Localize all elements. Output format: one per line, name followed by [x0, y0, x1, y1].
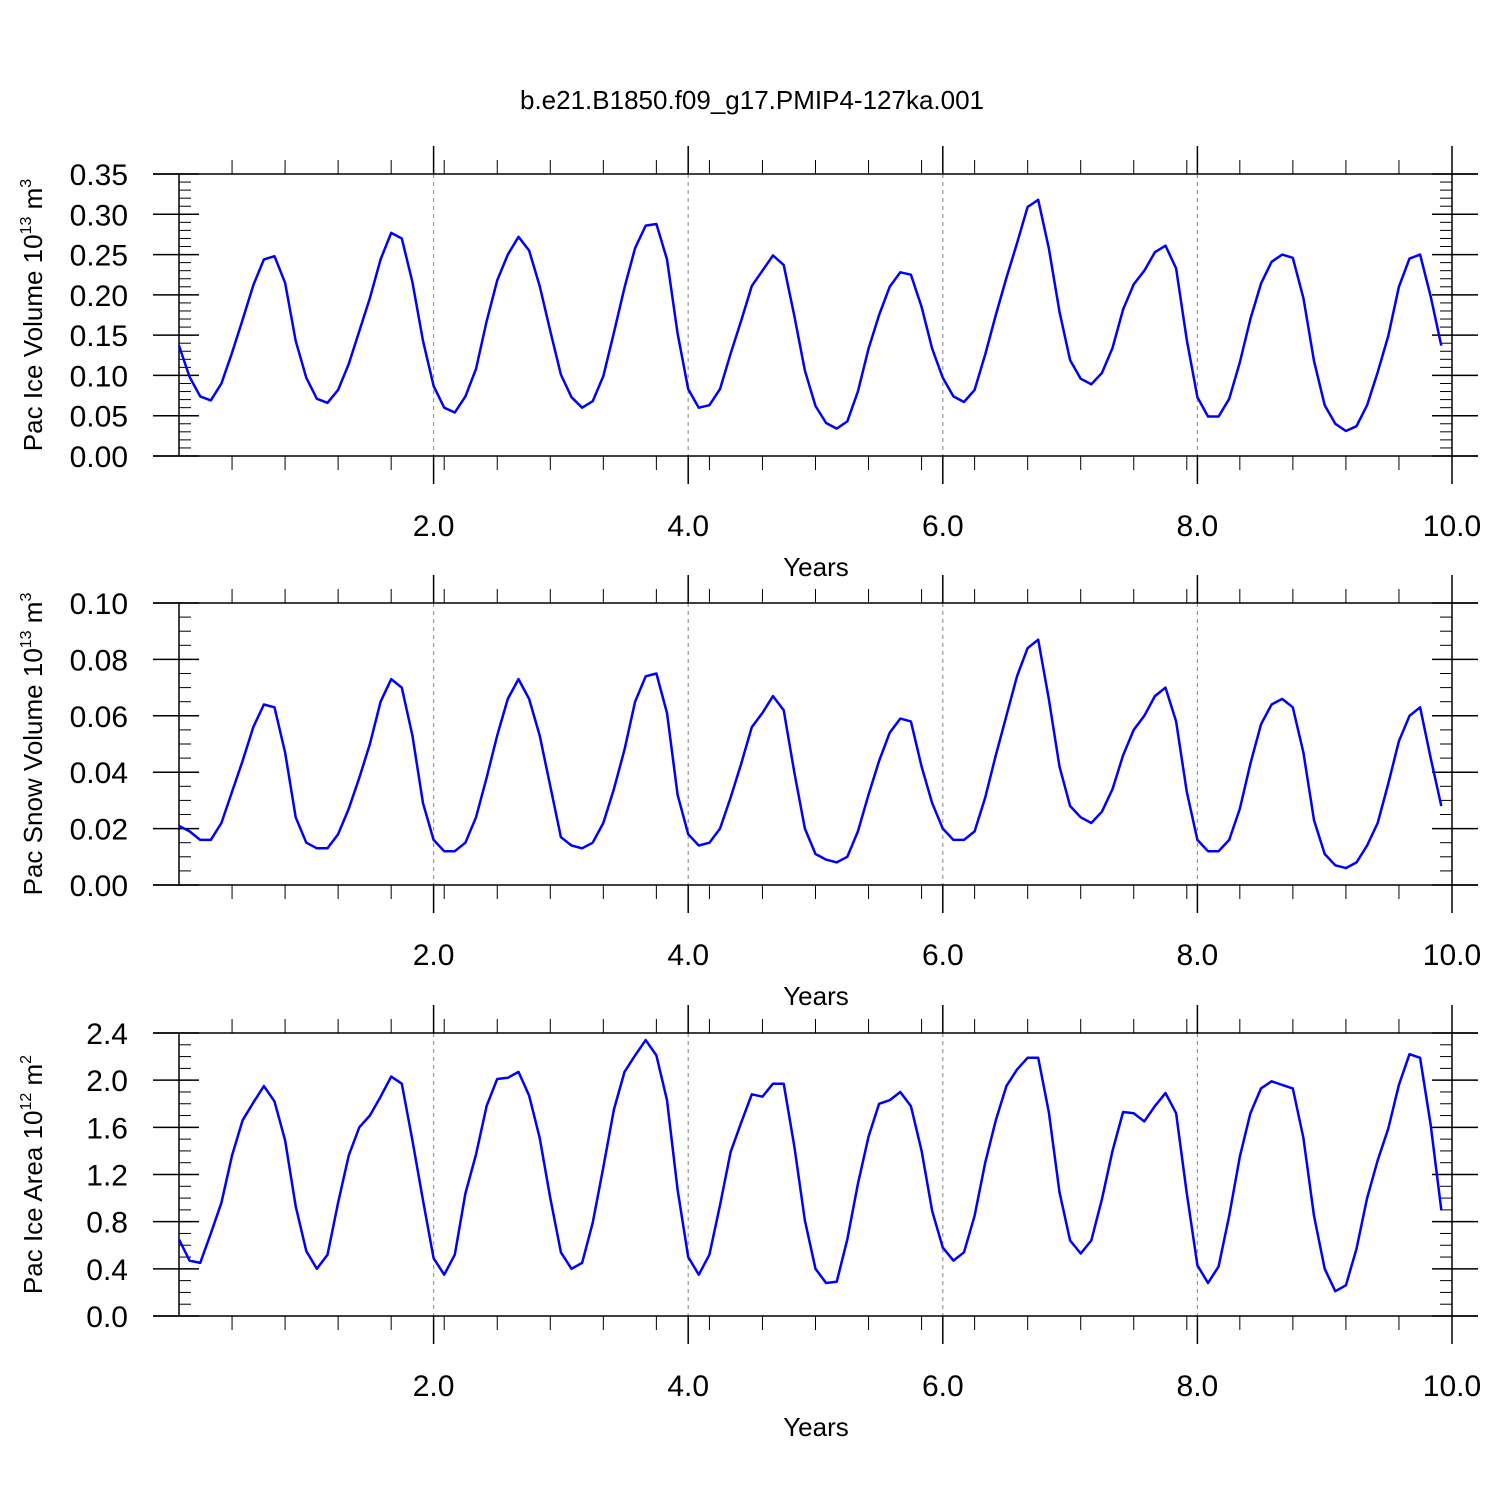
x-tick-label: 2.0 — [413, 510, 455, 543]
y-axis-label-exponent: 12 — [18, 1093, 35, 1111]
y-tick-label: 0.10 — [70, 588, 128, 621]
y-axis-label-exponent: 13 — [18, 216, 35, 234]
y-axis-label-unit: m — [18, 1064, 48, 1093]
x-tick-label: 6.0 — [922, 939, 964, 972]
x-axis-label: Years — [783, 1412, 849, 1442]
x-tick-label: 8.0 — [1177, 939, 1219, 972]
x-axis-label: Years — [783, 552, 849, 582]
y-tick-label: 0.30 — [70, 199, 128, 232]
x-tick-label: 6.0 — [922, 510, 964, 543]
y-axis-label: Pac Ice Area 1012 m2 — [18, 1055, 48, 1294]
y-axis-label: Pac Ice Volume 1013 m3 — [18, 179, 48, 452]
y-tick-label: 0.35 — [70, 159, 128, 192]
y-tick-label: 0.15 — [70, 320, 128, 353]
y-tick-label: 0.0 — [86, 1301, 128, 1334]
y-tick-label: 0.04 — [70, 757, 128, 790]
x-axis-label: Years — [783, 981, 849, 1011]
y-axis-label-unit-exponent: 3 — [18, 179, 35, 188]
x-tick-label: 8.0 — [1177, 1370, 1219, 1403]
y-tick-label: 0.10 — [70, 360, 128, 393]
y-axis-label-main: Pac Ice Volume 10 — [18, 234, 48, 451]
y-tick-label: 0.00 — [70, 870, 128, 903]
x-tick-label: 2.0 — [413, 939, 455, 972]
y-tick-label: 0.06 — [70, 701, 128, 734]
y-tick-label: 0.20 — [70, 280, 128, 313]
x-tick-label: 4.0 — [667, 1370, 709, 1403]
y-axis-label-unit: m — [18, 188, 48, 217]
series-line — [177, 198, 1443, 433]
x-tick-label: 10.0 — [1423, 510, 1481, 543]
panel-pac-ice-area: 0.0 0.4 0.8 1.2 1.6 2.0 2.4 2.0 4.0 6.0 8.0 10.0 Yea… — [18, 1005, 1481, 1442]
x-tick-label: 4.0 — [667, 939, 709, 972]
x-tick-label: 10.0 — [1423, 1370, 1481, 1403]
y-axis-label: Pac Snow Volume 1013 m3 — [18, 593, 48, 896]
x-tick-label: 10.0 — [1423, 939, 1481, 972]
panel-pac-snow-volume: 0.00 0.02 0.04 0.06 0.08 0.10 2.0 4.0 6.0 8.0 10.0… — [18, 575, 1481, 1011]
y-tick-label: 0.02 — [70, 814, 128, 847]
x-tick-label: 2.0 — [413, 1370, 455, 1403]
y-axis-label-exponent: 13 — [18, 630, 35, 648]
series-line — [178, 638, 1443, 870]
y-tick-label: 0.08 — [70, 644, 128, 677]
y-tick-label: 2.4 — [86, 1018, 128, 1051]
x-tick-label: 6.0 — [922, 1370, 964, 1403]
y-axis-label-unit-exponent: 2 — [18, 1055, 35, 1064]
y-tick-label: 1.6 — [86, 1112, 128, 1145]
y-axis-label-main: Pac Ice Area 10 — [18, 1111, 48, 1295]
y-tick-label: 0.4 — [86, 1254, 128, 1287]
figure-title: b.e21.B1850.f09_g17.PMIP4-127ka.001 — [520, 85, 984, 115]
y-axis-label-unit: m — [18, 602, 48, 631]
y-tick-label: 0.05 — [70, 401, 128, 434]
y-axis-label-unit-exponent: 3 — [18, 593, 35, 602]
y-tick-label: 2.0 — [86, 1065, 128, 1098]
y-tick-label: 0.25 — [70, 240, 128, 273]
y-tick-label: 1.2 — [86, 1160, 128, 1193]
y-tick-label: 0.00 — [70, 441, 128, 474]
y-tick-label: 0.8 — [86, 1207, 128, 1240]
x-tick-label: 8.0 — [1177, 510, 1219, 543]
x-tick-label: 4.0 — [667, 510, 709, 543]
y-axis-label-main: Pac Snow Volume 10 — [18, 648, 48, 895]
series-line — [177, 1038, 1443, 1293]
panel-pac-ice-volume: 0.00 0.05 0.10 0.15 0.20 0.25 0.30 0.35 2.0 4.0 6.… — [18, 146, 1481, 582]
